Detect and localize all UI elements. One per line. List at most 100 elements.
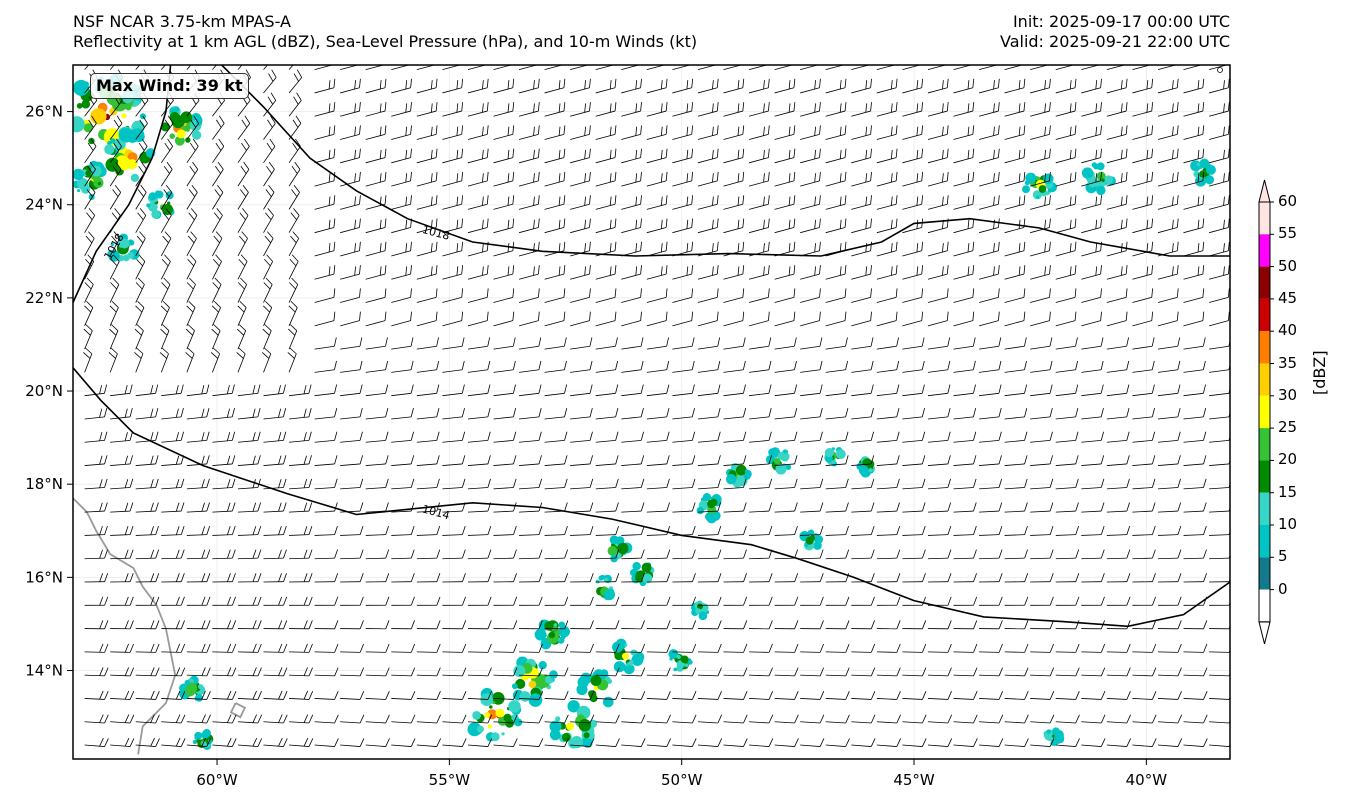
- wind-barb-staff: [672, 320, 692, 327]
- wind-barb: [927, 455, 951, 466]
- wind-barb-staff: [1183, 180, 1203, 187]
- wind-barb-staff: [109, 353, 118, 373]
- wind-barb-feather: [150, 667, 155, 676]
- wind-barb: [467, 525, 492, 536]
- wind-barb-staff: [1030, 203, 1050, 210]
- wind-barb-feather: [584, 173, 586, 183]
- wind-barb-feather: [609, 266, 612, 276]
- wind-barb: [84, 431, 108, 443]
- wind-barb-staff: [672, 744, 693, 747]
- wind-barb-feather: [967, 266, 970, 276]
- wind-barb-feather: [175, 549, 180, 559]
- wind-barb-staff: [1157, 674, 1178, 677]
- wind-barb: [1081, 337, 1104, 350]
- wind-barb-feather: [589, 360, 593, 370]
- wind-barb-feather: [692, 573, 696, 582]
- wind-barb: [289, 502, 313, 513]
- wind-barb-feather: [844, 125, 847, 135]
- wind-barb-feather: [1197, 149, 1200, 159]
- wind-barb-staff: [544, 487, 565, 490]
- wind-barb-feather: [334, 643, 339, 653]
- wind-barb: [288, 277, 299, 303]
- wind-barb: [287, 347, 297, 373]
- wind-barb: [84, 478, 108, 490]
- wind-barb: [1132, 738, 1157, 747]
- wind-barb-feather: [136, 324, 144, 331]
- wind-barb-staff: [519, 345, 539, 350]
- wind-barb-staff: [1132, 440, 1153, 443]
- wind-barb-feather: [134, 328, 142, 336]
- wind-barb-staff: [1055, 296, 1076, 303]
- wind-barb: [1183, 360, 1206, 373]
- wind-barb-feather: [164, 231, 172, 239]
- wind-barb-feather: [921, 431, 926, 441]
- wind-barb-feather: [589, 408, 593, 417]
- wind-barb: [493, 596, 518, 606]
- wind-barb: [978, 241, 1000, 257]
- wind-barb: [442, 311, 464, 327]
- wind-barb-feather: [660, 126, 663, 136]
- wind-barb: [365, 549, 390, 560]
- wind-barb: [365, 171, 387, 187]
- wind-barb: [519, 691, 544, 700]
- wind-barb-feather: [640, 667, 646, 677]
- wind-barb: [1183, 337, 1206, 350]
- wind-barb-feather: [686, 196, 689, 206]
- wind-barb: [442, 431, 466, 443]
- wind-barb-feather: [691, 360, 695, 370]
- wind-barb: [365, 478, 389, 490]
- wind-barb-staff: [595, 463, 616, 466]
- wind-barb-feather: [359, 573, 364, 582]
- wind-barb: [902, 691, 927, 700]
- wind-barb-staff: [774, 744, 795, 747]
- wind-barb-staff: [902, 296, 922, 303]
- wind-barb-feather: [768, 360, 772, 370]
- wind-barb-staff: [314, 110, 335, 117]
- wind-barb: [774, 337, 797, 350]
- wind-barb-staff: [621, 440, 642, 443]
- wind-barb-staff: [672, 180, 692, 187]
- wind-barb-feather: [870, 620, 875, 629]
- wind-barb-feather: [333, 241, 336, 251]
- wind-barb-feather: [609, 173, 612, 183]
- wind-barb-feather: [794, 408, 798, 417]
- wind-barb-staff: [84, 169, 96, 187]
- wind-barb: [646, 218, 668, 234]
- wind-barb-staff: [467, 250, 488, 257]
- wind-barb-feather: [213, 300, 221, 308]
- wind-barb-feather: [666, 714, 671, 724]
- wind-barb-staff: [1106, 110, 1127, 117]
- wind-barb: [825, 738, 850, 747]
- wind-barb-feather: [137, 300, 145, 308]
- wind-barb-feather: [201, 432, 205, 441]
- wind-barb-feather: [1049, 125, 1051, 135]
- wind-barb-staff: [84, 698, 105, 700]
- wind-barb-feather: [819, 502, 824, 512]
- wind-barb-feather: [768, 408, 772, 417]
- wind-barb-feather: [564, 337, 567, 347]
- wind-barb-staff: [237, 440, 258, 443]
- wind-barb-staff: [748, 203, 769, 210]
- wind-barb-feather: [164, 254, 171, 262]
- wind-barb-feather: [124, 737, 130, 747]
- wind-barb: [416, 714, 441, 724]
- wind-barb-staff: [1081, 273, 1101, 280]
- wind-barb-feather: [973, 525, 977, 535]
- wind-barb-feather: [1177, 643, 1182, 653]
- wind-barb-staff: [1081, 180, 1101, 187]
- wind-barb: [1209, 649, 1230, 653]
- wind-barb: [595, 573, 620, 583]
- wind-barb-feather: [890, 126, 893, 136]
- wind-barb-feather: [845, 596, 850, 606]
- wind-barb: [365, 384, 389, 397]
- wind-barb-staff: [391, 487, 412, 490]
- wind-barb-feather: [947, 360, 951, 370]
- wind-barb: [953, 620, 978, 630]
- wind-barb-staff: [1055, 440, 1076, 443]
- wind-barb-feather: [666, 408, 670, 417]
- wind-barb-feather: [287, 352, 295, 359]
- wind-barb: [108, 347, 118, 373]
- wind-barb-feather: [278, 385, 281, 395]
- wind-barb: [800, 337, 823, 350]
- wind-barb-feather: [686, 126, 689, 136]
